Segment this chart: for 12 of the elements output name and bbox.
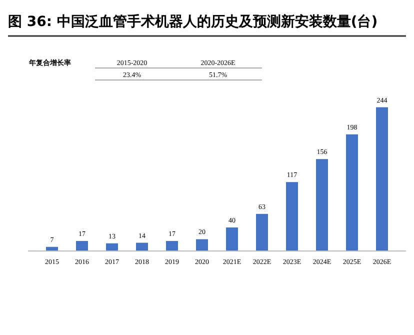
bar [196,239,208,251]
bar [346,134,358,251]
bar [226,227,238,251]
bar [316,159,328,251]
bar [136,242,148,251]
bar [256,214,268,251]
bar [166,240,178,251]
bar [76,240,88,251]
bar [106,243,118,251]
chart-title: 图 36: 中国泛血管手术机器人的历史及预测新安装数量(台) [8,13,378,30]
bar [376,107,388,251]
bar [286,182,298,251]
